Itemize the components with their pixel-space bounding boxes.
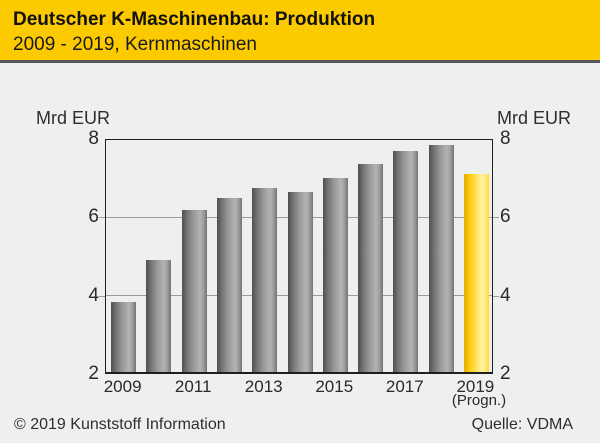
ytick-right-2: 2	[500, 363, 511, 384]
bar-2012	[216, 197, 242, 372]
header-divider	[0, 60, 600, 63]
xtick-2015: 2015	[315, 377, 354, 396]
bar-2015	[322, 178, 348, 372]
bar-2009	[111, 301, 137, 372]
header: Deutscher K-Maschinenbau: Produktion 200…	[0, 0, 600, 60]
bar-2011	[181, 209, 207, 372]
ytick-left-4: 4	[88, 284, 99, 306]
ytick-right-8: 8	[500, 128, 511, 149]
ytick-right-6: 6	[500, 206, 511, 228]
bar-2016	[358, 164, 384, 372]
xtick-2009: 2009	[103, 377, 142, 396]
xtick-2017: 2017	[385, 377, 424, 396]
axis-tickmark-left-6	[99, 217, 105, 219]
prognosis-note: (Progn.)	[451, 392, 507, 409]
ytick-right-4: 4	[500, 284, 511, 306]
source: Quelle: VDMA	[471, 416, 573, 433]
y-axis-unit-right: Mrd EUR	[497, 108, 572, 128]
ytick-left-8: 8	[88, 128, 99, 149]
xtick-2019: 2019	[456, 377, 495, 396]
plot	[105, 139, 493, 374]
axis-tickmark-right-4	[493, 295, 499, 297]
bar-2019	[463, 174, 489, 372]
axis-tickmark-left-4	[99, 295, 105, 297]
bar-2010	[146, 260, 172, 372]
ytick-left-6: 6	[88, 206, 99, 228]
axis-tickmark-right-6	[493, 217, 499, 219]
xtick-2013: 2013	[244, 377, 283, 396]
xtick-2011: 2011	[174, 377, 212, 396]
chart-subtitle: 2009 - 2019, Kernmaschinen	[13, 34, 257, 55]
bar-2013	[252, 187, 278, 372]
ytick-left-2: 2	[88, 363, 99, 384]
bar-2017	[393, 150, 419, 372]
bar-2014	[287, 191, 313, 372]
y-axis-unit-left: Mrd EUR	[36, 108, 111, 128]
chart-title: Deutscher K-Maschinenbau: Produktion	[13, 9, 376, 30]
bar-2018	[428, 144, 454, 372]
copyright: © 2019 Kunststoff Information	[14, 416, 226, 433]
